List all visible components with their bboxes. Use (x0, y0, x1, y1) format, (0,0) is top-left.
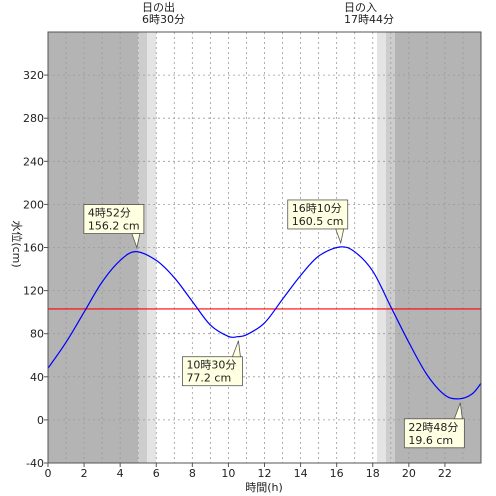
callout-pointer (131, 233, 141, 250)
callout-box (83, 204, 145, 234)
x-tick-label: 18 (366, 467, 380, 480)
callout-level: 19.6 cm (408, 434, 453, 447)
y-tick-label: 80 (30, 328, 44, 341)
callout-box (182, 356, 243, 387)
callout-box (287, 199, 349, 230)
x-tick-label: 12 (258, 467, 272, 480)
callout-level: 156.2 cm (88, 220, 140, 233)
x-tick-label: 4 (117, 467, 124, 480)
x-tick-label: 2 (81, 467, 88, 480)
callout-time: 22時48分 (408, 421, 458, 434)
x-tick-label: 8 (189, 467, 196, 480)
callout-level: 160.5 cm (292, 215, 344, 228)
x-tick-label: 22 (438, 467, 452, 480)
twilight-band (376, 32, 386, 463)
tide-curve (47, 246, 482, 400)
y-tick-label: -40 (26, 457, 44, 470)
y-tick-label: 120 (23, 285, 44, 298)
sunrise-label: 日の出 (142, 0, 175, 14)
y-tick-label: 280 (23, 112, 44, 125)
y-axis-ticks: -40 0 40 80 120 160 200 240 280 320 (23, 69, 48, 470)
y-tick-label: 240 (23, 155, 44, 168)
grid-lines (48, 32, 481, 463)
x-tick-label: 10 (221, 467, 235, 480)
x-axis-label: 時間(h) (245, 481, 283, 494)
y-tick-label: 160 (23, 242, 44, 255)
callout-time: 4時52分 (88, 207, 131, 220)
callout-pointer (231, 340, 241, 358)
callout-time: 16時10分 (292, 202, 342, 215)
y-tick-label: 0 (37, 414, 44, 427)
callout-time: 10時30分 (186, 359, 236, 372)
x-axis-ticks: 0 2 4 6 8 10 12 14 16 18 20 22 (45, 463, 452, 480)
x-tick-label: 0 (45, 467, 52, 480)
y-tick-label: 200 (23, 198, 44, 211)
callout-level: 77.2 cm (186, 372, 231, 385)
x-tick-label: 14 (294, 467, 308, 480)
x-tick-label: 16 (330, 467, 344, 480)
y-tick-label: 40 (30, 371, 44, 384)
sunset-label: 日の入 (344, 1, 377, 14)
x-tick-label: 6 (153, 467, 160, 480)
callout-box (403, 418, 465, 449)
callout-pointer (335, 228, 345, 245)
y-axis-label: 水位(cm) (10, 220, 24, 267)
sunrise-time: 6時30分 (142, 13, 185, 26)
twilight-band (138, 32, 148, 463)
y-tick-label: 320 (23, 69, 44, 82)
x-tick-label: 20 (402, 467, 416, 480)
twilight-band (147, 32, 157, 463)
sunset-time: 17時44分 (344, 13, 394, 26)
callout-pointer (453, 402, 463, 420)
